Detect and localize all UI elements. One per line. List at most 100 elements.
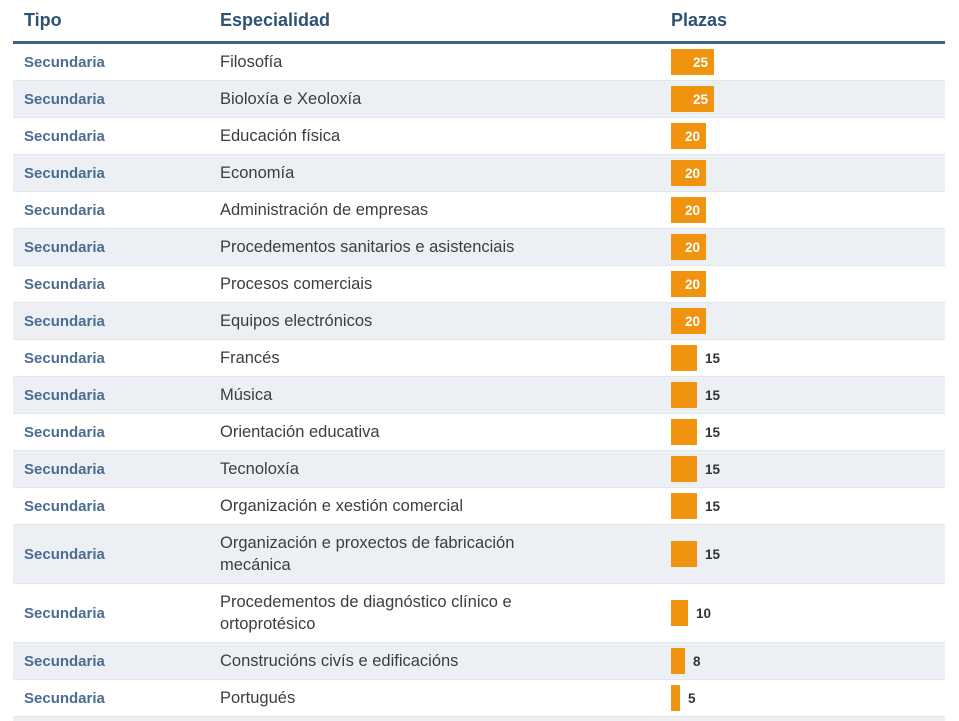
plazas-bar bbox=[671, 419, 697, 445]
tipo-cell: Secundaria bbox=[24, 90, 105, 108]
table-row: Secundaria Bioloxía e Xeoloxía 25 bbox=[13, 81, 945, 118]
tipo-cell: Secundaria bbox=[24, 386, 105, 404]
plazas-cell: 15 bbox=[671, 456, 945, 482]
plazas-value-outside: 15 bbox=[705, 387, 721, 403]
plazas-cell: 20 bbox=[671, 123, 945, 149]
plazas-cell: 20 bbox=[671, 160, 945, 186]
plazas-value-inside: 20 bbox=[684, 202, 700, 218]
specialties-table: Tipo Especialidad Plazas Secundaria Filo… bbox=[13, 0, 945, 721]
plazas-value-outside: 15 bbox=[705, 546, 721, 562]
plazas-cell: 20 bbox=[671, 271, 945, 297]
plazas-value-outside: 15 bbox=[705, 424, 721, 440]
table-row: Secundaria Tecnoloxía 15 bbox=[13, 451, 945, 488]
plazas-value-inside: 20 bbox=[684, 239, 700, 255]
plazas-cell: 10 bbox=[671, 600, 945, 626]
especialidad-cell: Tecnoloxía bbox=[220, 460, 299, 478]
especialidad-cell: Organización e proxectos de fabricación … bbox=[220, 534, 515, 574]
plazas-bar: 20 bbox=[671, 160, 706, 186]
tipo-cell: Secundaria bbox=[24, 312, 105, 330]
tipo-cell: Secundaria bbox=[24, 460, 105, 478]
table-row: Secundaria Organización e xestión comerc… bbox=[13, 488, 945, 525]
table-row: Secundaria Francés 15 bbox=[13, 340, 945, 377]
plazas-cell: 25 bbox=[671, 86, 945, 112]
especialidad-cell: Equipos electrónicos bbox=[220, 312, 373, 330]
plazas-bar: 20 bbox=[671, 123, 706, 149]
tipo-cell: Secundaria bbox=[24, 201, 105, 219]
tipo-cell: Secundaria bbox=[24, 53, 105, 71]
table-row: Secundaria Música 15 bbox=[13, 377, 945, 414]
plazas-bar bbox=[671, 600, 688, 626]
table-row: Secundaria Procedementos de diagnóstico … bbox=[13, 584, 945, 643]
especialidad-cell: Filosofía bbox=[220, 53, 283, 71]
tipo-cell: Secundaria bbox=[24, 349, 105, 367]
table-row: Secundaria Construcións civís e edificac… bbox=[13, 643, 945, 680]
plazas-cell: 8 bbox=[671, 648, 945, 674]
plazas-value-outside: 15 bbox=[705, 498, 721, 514]
especialidad-cell: Música bbox=[220, 386, 273, 404]
especialidad-cell: Procedementos sanitarios e asistenciais bbox=[220, 238, 515, 256]
plazas-value-inside: 20 bbox=[684, 313, 700, 329]
plazas-bar bbox=[671, 685, 680, 711]
table-header-row: Tipo Especialidad Plazas bbox=[13, 0, 945, 44]
plazas-cell: 20 bbox=[671, 308, 945, 334]
especialidad-cell: Bioloxía e Xeoloxía bbox=[220, 90, 362, 108]
plazas-cell: 15 bbox=[671, 345, 945, 371]
especialidad-cell: Orientación educativa bbox=[220, 423, 380, 441]
tipo-cell: Secundaria bbox=[24, 127, 105, 145]
plazas-value-inside: 20 bbox=[684, 276, 700, 292]
plazas-bar: 20 bbox=[671, 197, 706, 223]
plazas-bar: 20 bbox=[671, 234, 706, 260]
tipo-cell: Secundaria bbox=[24, 497, 105, 515]
plazas-cell: 25 bbox=[671, 49, 945, 75]
table-row: Secundaria Educación física 20 bbox=[13, 118, 945, 155]
especialidad-cell: Construcións civís e edificacións bbox=[220, 652, 459, 670]
table-row: Secundaria Portugués 5 bbox=[13, 680, 945, 717]
plazas-value-outside: 5 bbox=[688, 690, 696, 706]
plazas-bar bbox=[671, 648, 685, 674]
column-header-especialidad: Especialidad bbox=[220, 10, 331, 30]
table-row: Secundaria Organización e proxectos de f… bbox=[13, 525, 945, 584]
plazas-bar bbox=[671, 456, 697, 482]
plazas-value-inside: 25 bbox=[692, 54, 708, 70]
plazas-bar: 20 bbox=[671, 271, 706, 297]
plazas-cell: 15 bbox=[671, 382, 945, 408]
plazas-value-inside: 20 bbox=[684, 165, 700, 181]
especialidad-cell: Organización e xestión comercial bbox=[220, 497, 464, 515]
table-row: Secundaria Equipos electrónicos 20 bbox=[13, 303, 945, 340]
especialidad-cell: Procedementos de diagnóstico clínico e o… bbox=[220, 593, 512, 633]
table-body: Secundaria Filosofía 25 Secundaria Biolo… bbox=[13, 44, 945, 717]
especialidad-cell: Administración de empresas bbox=[220, 201, 429, 219]
plazas-cell: 15 bbox=[671, 541, 945, 567]
tipo-cell: Secundaria bbox=[24, 164, 105, 182]
next-row-sliver bbox=[13, 717, 945, 721]
table-row: Secundaria Economía 20 bbox=[13, 155, 945, 192]
column-header-tipo: Tipo bbox=[24, 10, 62, 30]
tipo-cell: Secundaria bbox=[24, 275, 105, 293]
plazas-value-inside: 20 bbox=[684, 128, 700, 144]
plazas-bar: 25 bbox=[671, 86, 714, 112]
plazas-cell: 15 bbox=[671, 419, 945, 445]
table-row: Secundaria Filosofía 25 bbox=[13, 44, 945, 81]
plazas-bar: 20 bbox=[671, 308, 706, 334]
tipo-cell: Secundaria bbox=[24, 652, 105, 670]
especialidad-cell: Economía bbox=[220, 164, 295, 182]
plazas-value-outside: 10 bbox=[696, 605, 712, 621]
especialidad-cell: Educación física bbox=[220, 127, 341, 145]
especialidad-cell: Portugués bbox=[220, 689, 296, 707]
tipo-cell: Secundaria bbox=[24, 604, 105, 622]
plazas-value-inside: 25 bbox=[692, 91, 708, 107]
plazas-cell: 5 bbox=[671, 685, 945, 711]
especialidad-cell: Procesos comerciais bbox=[220, 275, 373, 293]
plazas-value-outside: 15 bbox=[705, 461, 721, 477]
plazas-cell: 20 bbox=[671, 197, 945, 223]
plazas-bar: 25 bbox=[671, 49, 714, 75]
plazas-bar bbox=[671, 345, 697, 371]
table-row: Secundaria Procesos comerciais 20 bbox=[13, 266, 945, 303]
plazas-value-outside: 8 bbox=[693, 653, 701, 669]
table-row: Secundaria Administración de empresas 20 bbox=[13, 192, 945, 229]
column-header-plazas: Plazas bbox=[671, 10, 728, 30]
plazas-bar bbox=[671, 382, 697, 408]
tipo-cell: Secundaria bbox=[24, 423, 105, 441]
tipo-cell: Secundaria bbox=[24, 545, 105, 563]
plazas-bar bbox=[671, 541, 697, 567]
